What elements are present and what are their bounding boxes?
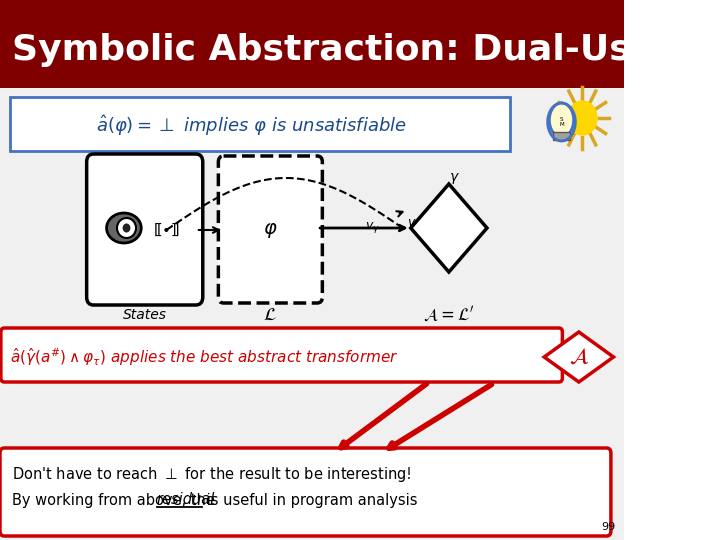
Text: Symbolic Abstraction: Dual-Use: Symbolic Abstraction: Dual-Use (12, 33, 655, 67)
Text: Don't have to reach $\bot$ for the result to be interesting!: Don't have to reach $\bot$ for the resul… (12, 464, 412, 483)
Polygon shape (410, 184, 487, 272)
FancyBboxPatch shape (86, 154, 203, 305)
Text: $\mathcal{A}$: $\mathcal{A}$ (569, 347, 589, 367)
Text: 99: 99 (601, 522, 615, 532)
Text: $\Lambda$: $\Lambda$ (442, 219, 456, 237)
FancyBboxPatch shape (10, 97, 510, 151)
FancyBboxPatch shape (0, 0, 624, 88)
Text: $v_1$: $v_1$ (407, 218, 421, 231)
Polygon shape (544, 332, 613, 382)
Text: S
M: S M (559, 117, 564, 127)
Text: $\gamma$: $\gamma$ (449, 171, 459, 186)
Ellipse shape (117, 218, 136, 238)
Text: $\hat{a}(\varphi) = \bot$ implies $\varphi$ is unsatisfiable: $\hat{a}(\varphi) = \bot$ implies $\varp… (96, 113, 407, 138)
Text: is useful in program analysis: is useful in program analysis (202, 492, 418, 508)
Text: $v_\gamma$: $v_\gamma$ (365, 220, 380, 235)
FancyBboxPatch shape (0, 448, 611, 536)
FancyBboxPatch shape (553, 132, 570, 140)
FancyBboxPatch shape (0, 88, 624, 540)
Text: $\varphi$: $\varphi$ (263, 220, 278, 240)
Text: $\mathcal{L}$: $\mathcal{L}$ (264, 306, 277, 324)
Text: residual: residual (157, 492, 215, 508)
FancyBboxPatch shape (218, 156, 323, 303)
Text: $\hat{a}(\hat{\gamma}(a^{\#}) \wedge \varphi_{\tau})$ applies the best abstract : $\hat{a}(\hat{\gamma}(a^{\#}) \wedge \va… (10, 346, 400, 368)
FancyBboxPatch shape (1, 328, 562, 382)
Ellipse shape (107, 213, 141, 243)
Ellipse shape (549, 103, 574, 137)
Text: $\mathcal{A} = \mathcal{L}^{\prime}$: $\mathcal{A} = \mathcal{L}^{\prime}$ (423, 305, 474, 325)
Text: States: States (122, 308, 167, 322)
Text: By working from above, the: By working from above, the (12, 492, 220, 508)
Ellipse shape (122, 224, 130, 233)
Text: $[\![\bullet]\!]$: $[\![\bullet]\!]$ (153, 222, 180, 238)
Circle shape (567, 101, 597, 135)
